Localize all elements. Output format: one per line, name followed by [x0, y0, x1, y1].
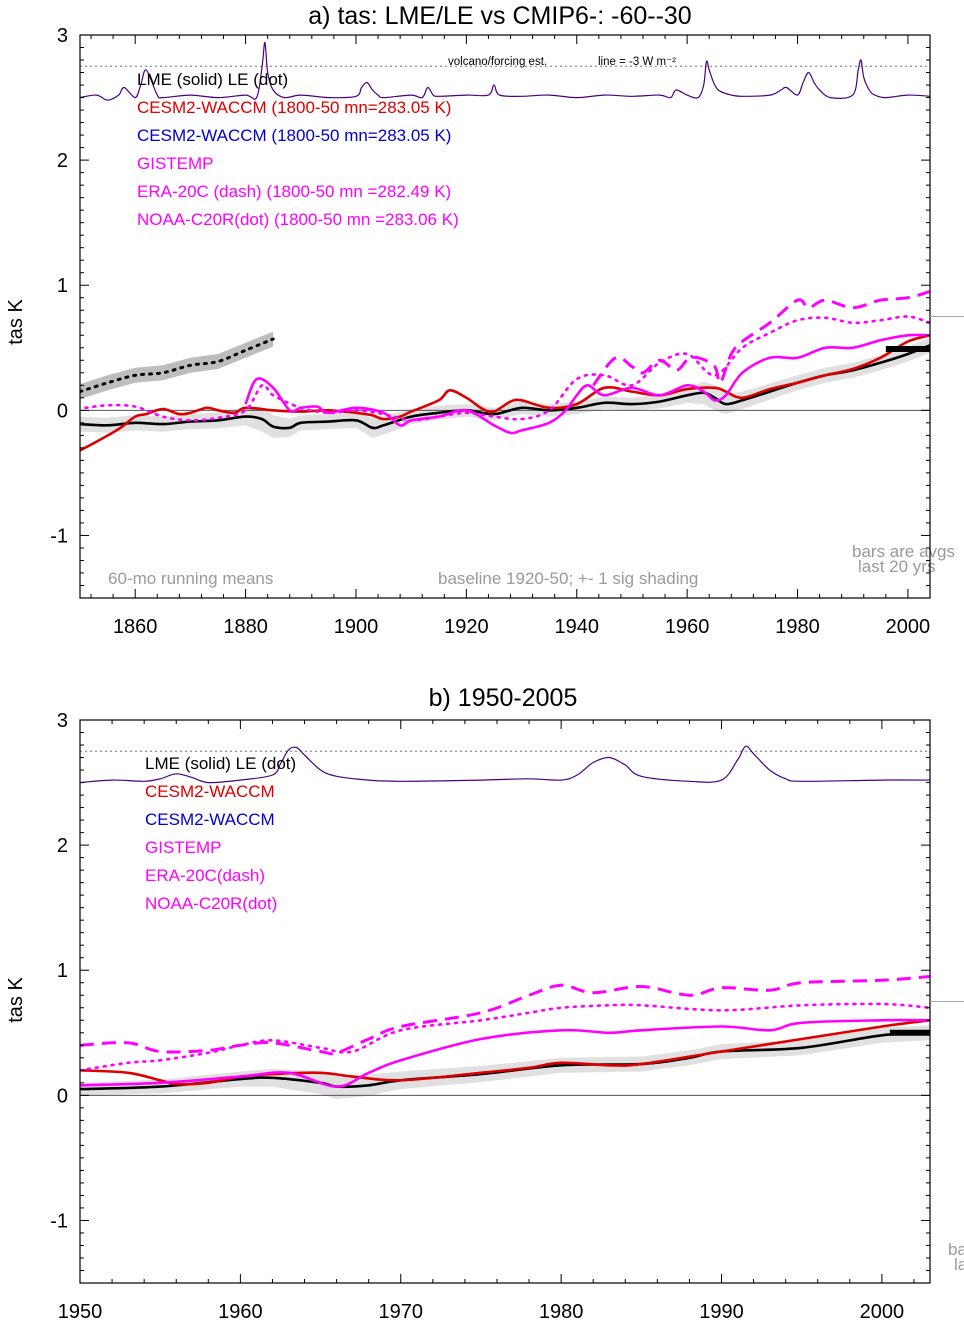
plot-frame: [79, 34, 931, 599]
legend-item: ERA-20C (dash) (1800-50 mn =282.49 K): [137, 182, 451, 201]
legend-item: ERA-20C(dash): [145, 866, 265, 885]
y-tick-label: 1: [57, 960, 68, 982]
plot-area: [80, 41, 930, 452]
series-volcano-forcing-est: [80, 745, 930, 784]
legend-item: GISTEMP: [137, 154, 214, 173]
panel-b-title: b) 1950-2005: [429, 684, 578, 712]
panel-a-title: a) tas: LME/LE vs CMIP6-: -60--30: [308, 2, 691, 30]
bars-note-line2: last 20 yrs: [858, 557, 935, 576]
x-tick-label: 2000: [860, 1301, 905, 1323]
legend-item: CESM2-WACCM: [145, 810, 275, 829]
series-noaa-c20r-dot: [80, 1002, 930, 1072]
panel-a: a) tas: LME/LE vs CMIP6-: -60--30 tas K …: [5, 2, 964, 638]
legend-item: LME (solid) LE (dot): [145, 754, 296, 773]
series-era-20c-dash: [80, 975, 930, 1056]
series-le-dot: [80, 337, 275, 394]
series-cesm2-waccm: [80, 334, 930, 452]
plot-frame: [79, 719, 931, 1284]
volcano-forcing-label: volcano/forcing est.: [448, 56, 547, 68]
panel-b: b) 1950-2005 tas K bars are avgs last 20…: [5, 684, 964, 1323]
x-tick-label: 1960: [218, 1301, 263, 1323]
series-volcano-forcing-est: [80, 41, 930, 101]
le-sigma-shading: [80, 331, 274, 400]
series-gistemp: [80, 1018, 930, 1088]
y-tick-label: -1: [50, 1210, 68, 1232]
x-tick-label: 1900: [334, 616, 379, 638]
x-tick-label: 1920: [444, 616, 489, 638]
legend-item: CESM2-WACCM (1800-50 mn=283.05 K): [137, 98, 451, 117]
x-tick-label: 1950: [58, 1301, 103, 1323]
bars-note-line2: last 20 yrs: [954, 1255, 964, 1274]
legend-item: CESM2-WACCM: [145, 782, 275, 801]
y-tick-label: 3: [57, 710, 68, 732]
panel-b-ylabel: tas K: [5, 977, 27, 1023]
x-tick-label: 1990: [699, 1301, 744, 1323]
bars-note-line1: bars are avgs: [948, 1240, 964, 1259]
x-tick-label: 1940: [555, 616, 600, 638]
series-lme-solid: [80, 344, 930, 430]
y-tick-label: 2: [57, 150, 68, 172]
x-tick-label: 1980: [539, 1301, 584, 1323]
running-mean-note: 60-mo running means: [108, 569, 273, 588]
series-noaa-c20r-dot: [84, 315, 930, 422]
y-tick-label: -1: [50, 525, 68, 547]
x-tick-label: 1880: [223, 616, 268, 638]
lme-sigma-shading: [80, 337, 930, 438]
legend-item: NOAA-C20R(dot): [145, 894, 277, 913]
x-tick-label: 2000: [886, 616, 931, 638]
panel-a-ylabel: tas K: [5, 299, 27, 345]
legend-item: LME (solid) LE (dot): [137, 70, 288, 89]
x-tick-label: 1960: [665, 616, 710, 638]
y-tick-label: 2: [57, 835, 68, 857]
x-tick-label: 1860: [113, 616, 158, 638]
series-era-20c-dash: [592, 290, 930, 387]
y-tick-label: 0: [57, 1085, 68, 1107]
legend-item: CESM2-WACCM (1800-50 mn=283.05 K): [137, 126, 451, 145]
bars-note-line1: bars are avgs: [852, 542, 955, 561]
plot-area: [80, 745, 930, 1100]
x-tick-label: 1980: [775, 616, 820, 638]
y-tick-label: 1: [57, 275, 68, 297]
baseline-note: baseline 1920-50; +- 1 sig shading: [438, 569, 698, 588]
legend-item: GISTEMP: [145, 838, 222, 857]
legend-item: NOAA-C20R(dot) (1800-50 mn =283.06 K): [137, 210, 459, 229]
y-tick-label: 3: [57, 25, 68, 47]
x-tick-label: 1970: [379, 1301, 424, 1323]
series-cesm2-waccm: [80, 1019, 930, 1086]
forcing-line-label: line = -3 W m⁻²: [598, 56, 676, 68]
y-tick-label: 0: [57, 400, 68, 422]
